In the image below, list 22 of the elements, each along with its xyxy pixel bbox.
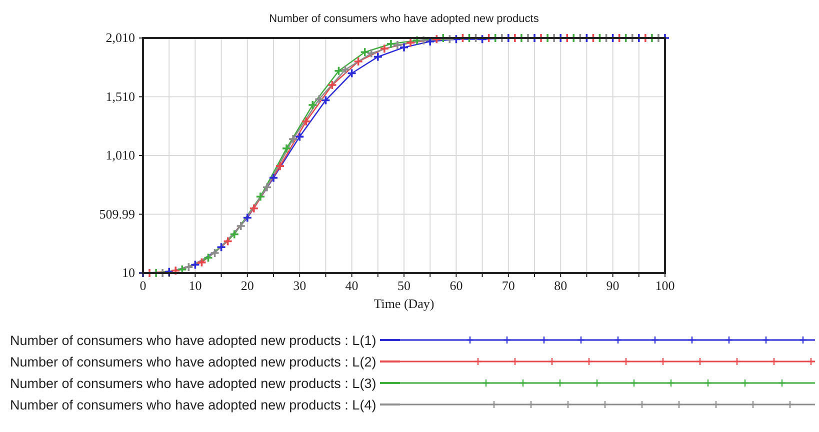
x-tick-label: 0 bbox=[140, 278, 146, 293]
legend-label: Number of consumers who have adopted new products : L(3) bbox=[10, 376, 376, 391]
x-tick-label: 10 bbox=[188, 278, 202, 293]
legend-label: Number of consumers who have adopted new products : L(4) bbox=[10, 398, 376, 412]
y-tick-label: 10 bbox=[122, 265, 135, 280]
legend-label: Number of consumers who have adopted new products : L(2) bbox=[10, 354, 376, 370]
y-tick-label: 509.99 bbox=[99, 206, 135, 222]
x-tick-label: 70 bbox=[502, 278, 515, 293]
x-axis-title: Time (Day) bbox=[374, 296, 434, 311]
y-tick-label: 1,510 bbox=[106, 88, 135, 104]
legend-label: Number of consumers who have adopted new products : L(1) bbox=[10, 333, 376, 348]
x-tick-label: 30 bbox=[293, 278, 306, 293]
y-tick-label: 2,010 bbox=[106, 30, 135, 45]
x-tick-label: 100 bbox=[655, 278, 675, 293]
x-tick-label: 40 bbox=[345, 278, 358, 293]
chart-title: Number of consumers who have adopted new products bbox=[269, 13, 540, 25]
x-tick-label: 20 bbox=[240, 278, 254, 293]
x-tick-label: 80 bbox=[554, 278, 568, 293]
x-tick-label: 50 bbox=[398, 278, 410, 293]
x-tick-label: 90 bbox=[606, 278, 620, 293]
y-tick-label: 1,010 bbox=[106, 148, 135, 162]
x-tick-label: 60 bbox=[450, 278, 463, 293]
